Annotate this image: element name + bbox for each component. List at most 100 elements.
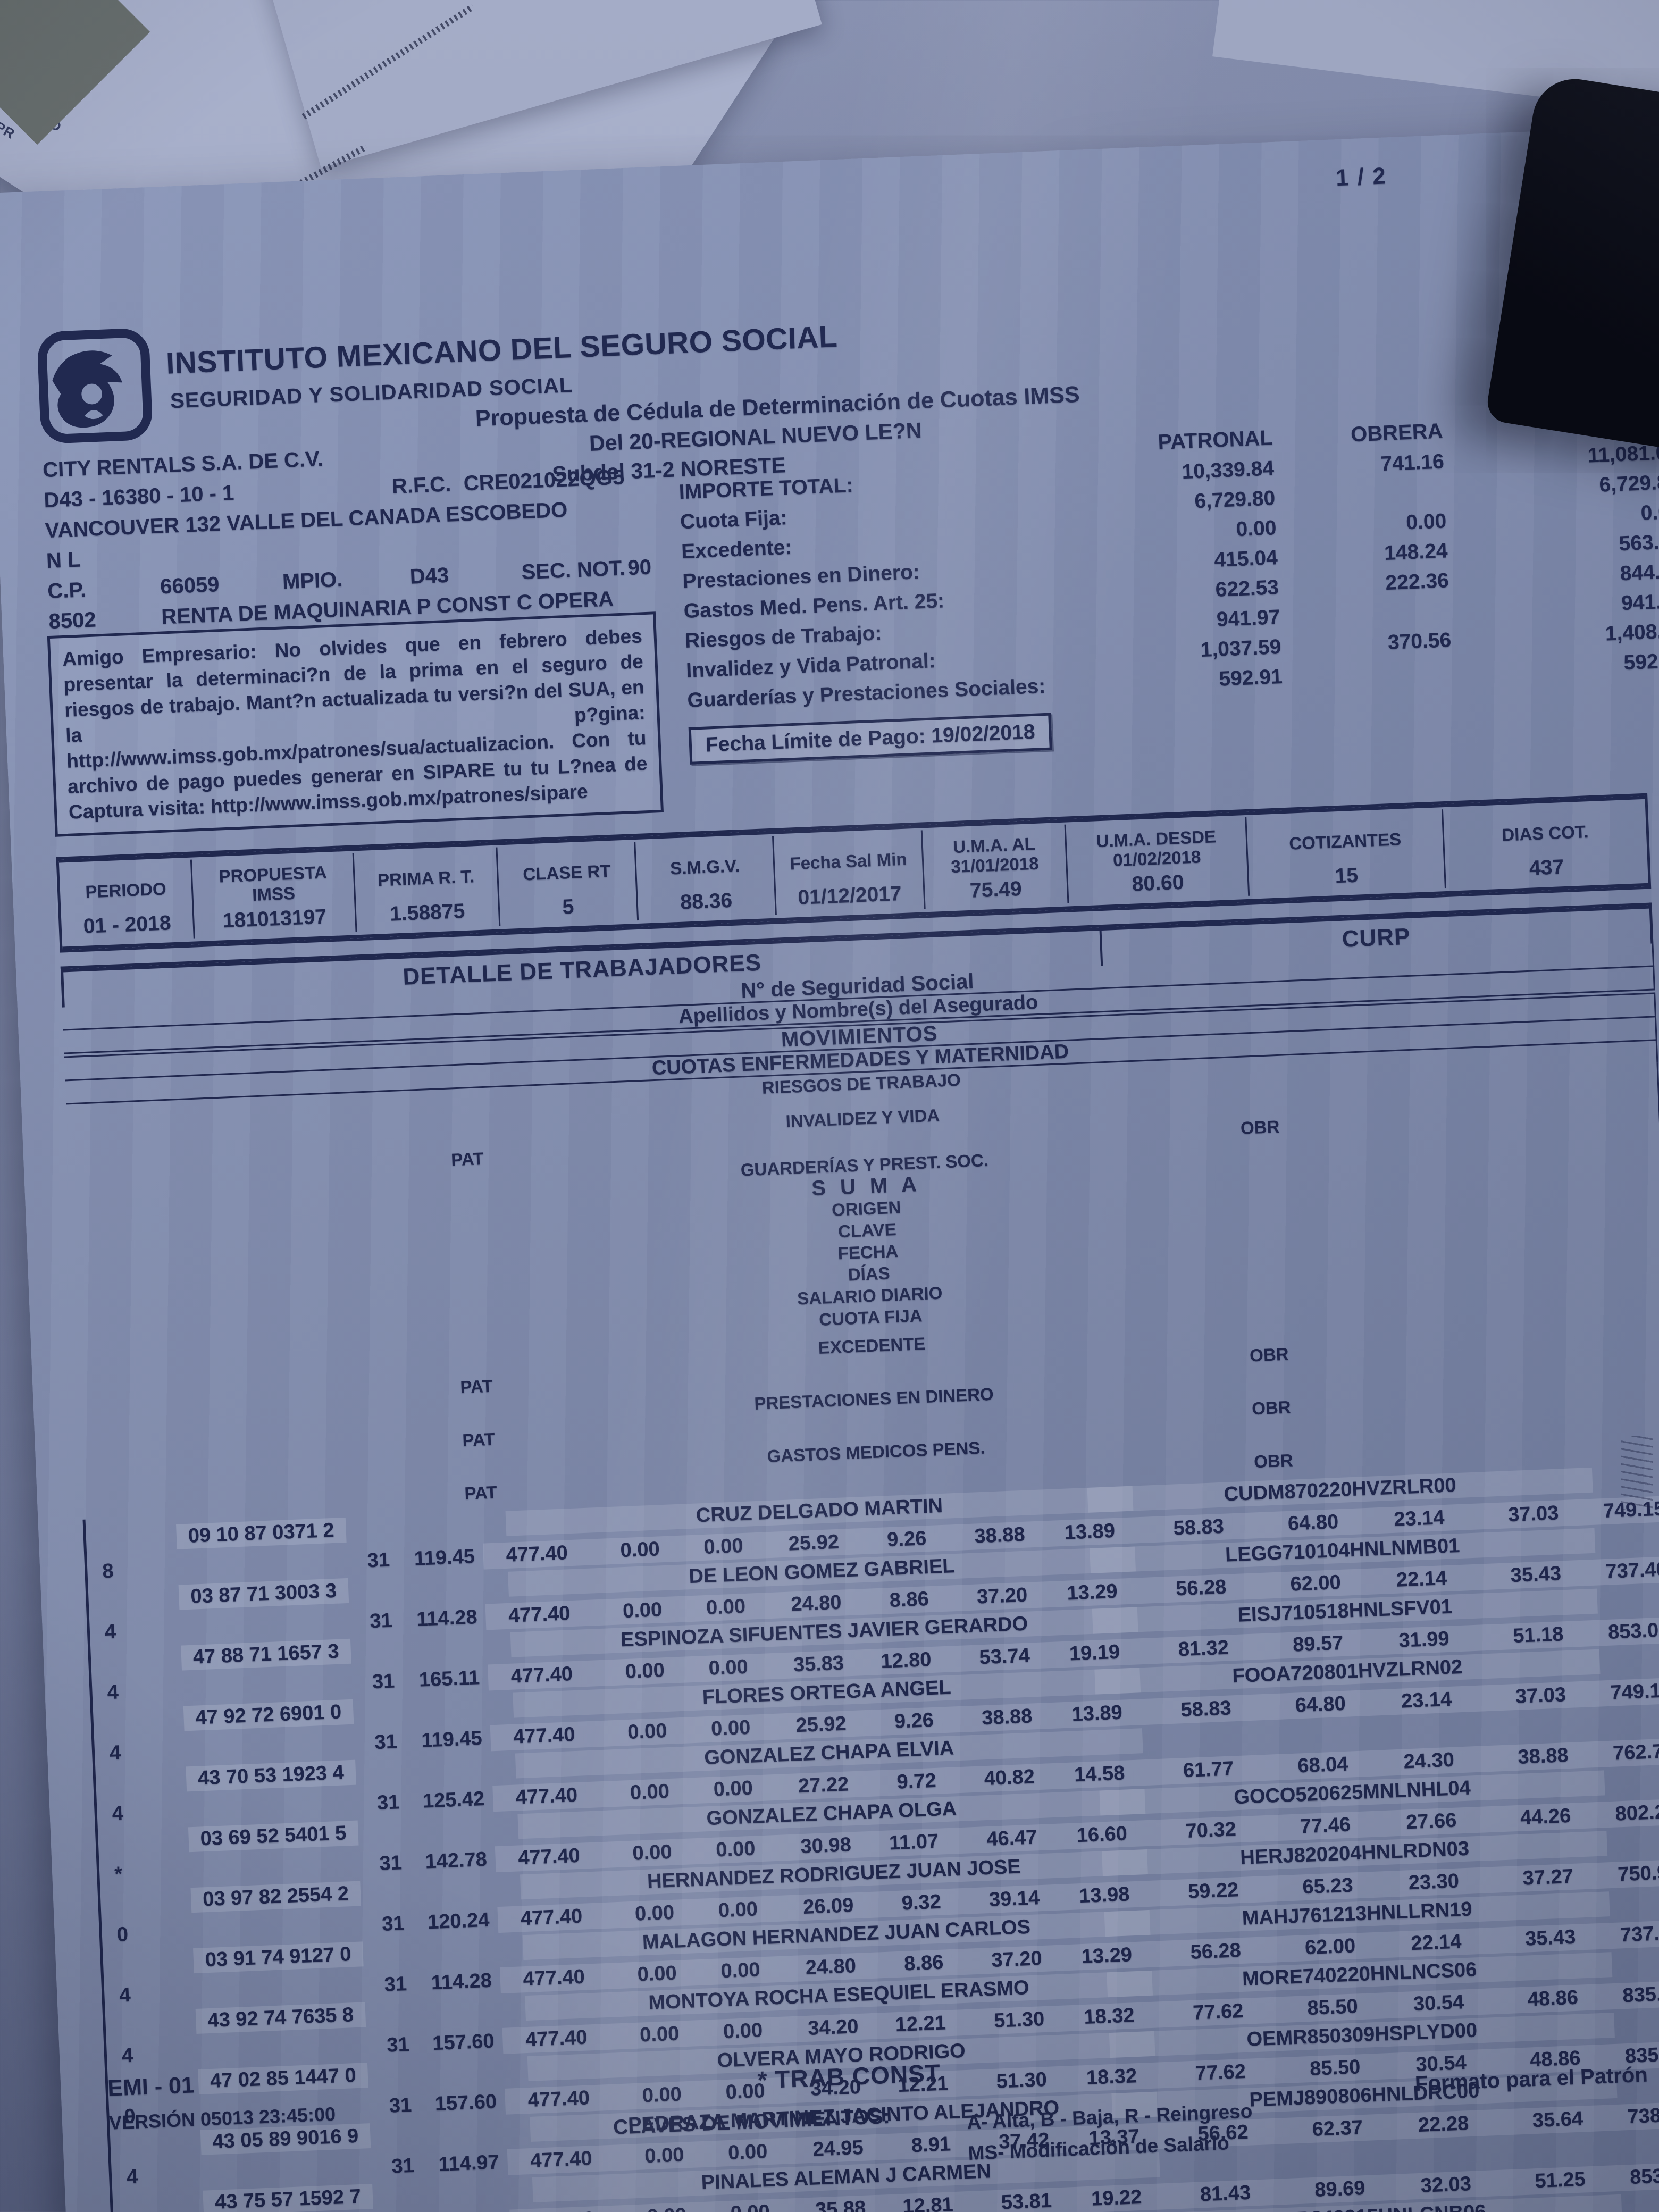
mov-guarderias: 48.86 (1472, 1984, 1587, 2015)
mov-origen: 4 (106, 1680, 119, 1704)
mov-riesgos: 59.22 (1137, 1876, 1248, 1907)
mov-guarderias: 44.26 (1464, 1802, 1580, 1833)
mov-suma: 737.40 (1569, 1556, 1659, 1587)
mov-salario: 114.28 (416, 1605, 478, 1631)
worker-nss: 09 10 87 0371 2 (176, 1518, 347, 1549)
mov-gastos-med: 40.82 14.58 (944, 1759, 1134, 1794)
handwritten-mark (1621, 1436, 1653, 1510)
deadline-date: 19/02/2018 (931, 720, 1036, 748)
mov-gastos-med: 46.47 16.60 (946, 1820, 1136, 1854)
mov-guarderias: 35.64 (1477, 2105, 1592, 2136)
cp-label: C.P. (47, 578, 87, 604)
mov-salario: 157.60 (432, 2030, 495, 2055)
period-cell-label: DIAS COT. (1501, 821, 1589, 845)
col-header-obrera: OBRERA (1350, 419, 1444, 447)
mov-dias: 31 (379, 1851, 403, 1875)
period-cell: Fecha Sal Min 01/12/2017 (773, 830, 926, 915)
mov-prest-dinero: 30.98 11.07 (763, 1828, 948, 1862)
period-cell-label: PERIODO (85, 878, 167, 902)
mov-fecha (261, 1985, 362, 1990)
mov-clave (187, 1990, 261, 1993)
mov-suma: 749.15 (1573, 1677, 1659, 1707)
totals-row-label: Excedente: (681, 535, 793, 564)
mov-cuota-fija: 477.40 (497, 1903, 592, 1933)
period-cell-value: 88.36 (680, 889, 733, 914)
period-cell-value: 181013197 (222, 905, 327, 933)
worker-nss: 43 75 57 1592 7 (203, 2183, 373, 2212)
period-cell-label: PRIMA R. T. (377, 866, 475, 890)
tables-section: PERIODO 01 - 2018 PROPUESTA IMSS 1810131… (56, 793, 1659, 2212)
mov-suma: 835.95 (1586, 1980, 1659, 2010)
worker-nss: 03 97 82 2554 2 (190, 1881, 361, 1913)
mov-riesgos: 58.83 (1122, 1513, 1233, 1544)
period-cell-label: U.M.A. DESDE 01/02/2018 (1095, 826, 1217, 870)
mov-clave (185, 1929, 259, 1932)
mov-salario: 119.45 (421, 1727, 483, 1752)
totals-row-label: Cuota Fija: (680, 506, 788, 534)
period-cell-label: PROPUESTA IMSS (218, 862, 328, 905)
mov-prest-dinero: 25.92 9.26 (758, 1706, 943, 1740)
mov-fecha (249, 1683, 350, 1687)
mov-dias: 31 (374, 1730, 398, 1754)
mov-cuota-fija: 477.40 (499, 1963, 594, 1993)
mov-fecha (259, 1925, 360, 1930)
mov-prest-dinero: 27.22 9.72 (760, 1767, 945, 1801)
mov-gastos-med: 38.88 13.89 (934, 1517, 1124, 1552)
mov-fecha (252, 1744, 353, 1748)
mov-prest-dinero: 26.09 9.32 (765, 1888, 950, 1922)
worker-nss: 03 69 52 5401 5 (188, 1820, 359, 1853)
period-cell-label: U.M.A. AL 31/01/2018 (950, 833, 1040, 877)
detail-header: N° de Seguridad Social Apellidos y Nombr… (62, 943, 1659, 1520)
period-cell-label: S.M.G.V. (669, 855, 740, 878)
mov-suma: 737.40 (1583, 1919, 1659, 1950)
period-cell-label: COTIZANTES (1288, 828, 1402, 853)
mov-gastos-med: 51.30 18.32 (953, 2002, 1144, 2036)
period-cell: CLASE RT 5 (497, 842, 639, 926)
mov-origen: 4 (109, 1741, 122, 1764)
employer-mpio: D43 (409, 563, 450, 589)
mov-dias: 31 (391, 2154, 415, 2177)
mov-origen: 0 (116, 1923, 129, 1946)
mov-cuota-fija: 477.40 (505, 2084, 599, 2115)
period-cell: PROPUESTA IMSS 181013197 (191, 853, 357, 939)
mov-prest-dinero: 24.80 8.86 (753, 1585, 938, 1619)
mov-clave (170, 1566, 244, 1569)
institute-title: INSTITUTO MEXICANO DEL SEGURO SOCIAL (165, 320, 839, 381)
imss-cedula-page: 1 / 2 INSTITUTO MEXICANO DEL SEGURO SOCI… (0, 125, 1659, 2212)
mov-origen: 4 (104, 1620, 116, 1643)
period-cell-value: 1.58875 (389, 900, 466, 926)
rfc-label: R.F.C. (391, 472, 451, 498)
employer-notice: Amigo Empresario: No olvides que en febr… (47, 611, 664, 837)
mov-clave (177, 1747, 252, 1750)
mov-cuota-fija: 477.40 (492, 1781, 587, 1812)
mov-fecha (264, 2046, 365, 2050)
mov-riesgos: 81.32 (1128, 1634, 1238, 1665)
mov-origen: 8 (102, 1560, 114, 1582)
worker-nss: 47 02 85 1447 0 (198, 2063, 368, 2094)
mpio-label: MPIO. (282, 567, 343, 594)
worker-nss: 47 92 72 6901 0 (183, 1699, 354, 1731)
imss-logo-icon (36, 326, 154, 445)
period-cell: U.M.A. AL 31/01/2018 75.49 (922, 824, 1069, 909)
mov-salario: 157.60 (434, 2090, 497, 2115)
mov-riesgos: 56.28 (1125, 1573, 1236, 1604)
period-cell: U.M.A. DESDE 01/02/2018 80.60 (1066, 817, 1250, 903)
mov-suma: 802.22 (1579, 1798, 1659, 1829)
mov-suma: 853.52 (1593, 2161, 1659, 2192)
mov-guarderias: 51.18 (1457, 1621, 1573, 1652)
mov-riesgos: 81.43 (1150, 2179, 1260, 2210)
mov-cuota-fija: 477.40 (482, 1539, 577, 1570)
mov-dias: 31 (383, 1972, 407, 1996)
employer-cp: 66059 (160, 573, 220, 599)
mov-origen: 4 (121, 2044, 134, 2067)
deadline-label: Fecha Límite de Pago: (705, 725, 926, 757)
mov-cuota-fija: 477.40 (490, 1721, 584, 1751)
